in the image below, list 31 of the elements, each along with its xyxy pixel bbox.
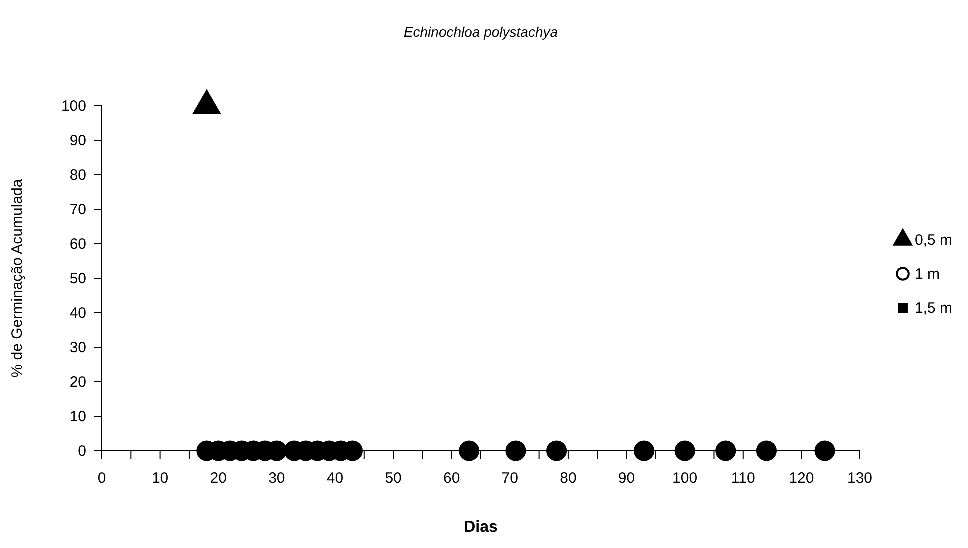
x-tick-label: 60	[444, 470, 460, 487]
y-tick-label: 60	[70, 236, 86, 253]
legend-label: 1 m	[915, 266, 940, 283]
x-tick-label: 90	[618, 470, 636, 487]
x-axis-title: Dias	[464, 519, 498, 536]
x-tick-label: 10	[152, 470, 169, 487]
chart-title: Echinochloa polystachya	[404, 24, 558, 40]
x-tick-label: 50	[385, 470, 402, 487]
y-tick-label: 70	[70, 201, 86, 218]
x-tick-label: 20	[210, 470, 227, 487]
y-tick-label: 40	[70, 304, 86, 322]
y-axis-title: % de Germinação Acumulada	[9, 178, 26, 378]
y-tick-label: 90	[70, 132, 86, 150]
legend-label: 1,5 m	[915, 300, 953, 317]
x-tick-label: 130	[847, 470, 873, 487]
y-tick-label: 30	[70, 339, 86, 356]
x-tick-label: 80	[560, 470, 577, 487]
y-tick-label: 80	[70, 166, 86, 184]
y-tick-label: 50	[70, 270, 86, 288]
legend-label: 0,5 m	[915, 232, 953, 249]
x-tick-label: 120	[789, 470, 814, 487]
y-tick-label: 100	[61, 98, 86, 115]
x-tick-label: 70	[502, 470, 518, 487]
y-tick-label: 0	[78, 442, 86, 460]
y-tick-label: 20	[70, 374, 86, 391]
x-tick-label: 40	[326, 470, 344, 487]
x-tick-label: 100	[672, 470, 698, 487]
x-tick-label: 0	[98, 470, 106, 487]
x-tick-label: 110	[731, 470, 756, 487]
x-tick-label: 30	[268, 470, 286, 487]
y-tick-label: 10	[70, 408, 86, 426]
